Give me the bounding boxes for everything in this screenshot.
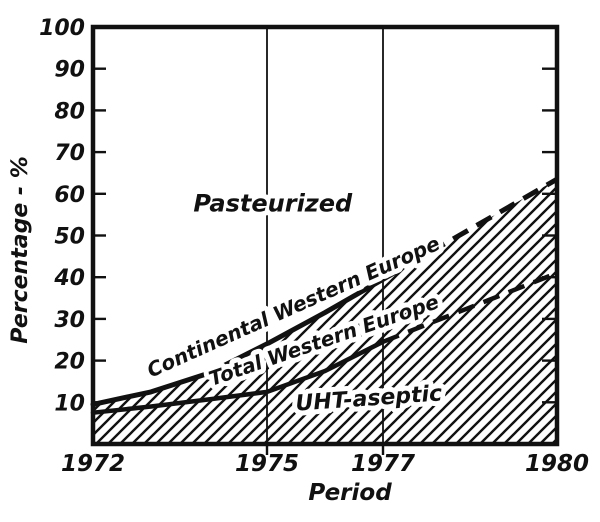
x-tick-labels: 1972 1975 1977 1980: [61, 451, 589, 477]
hatched-uht-area: [93, 179, 557, 444]
uht-hatch-region: [93, 179, 557, 444]
y-tick-label-80: 80: [54, 99, 85, 124]
y-tick-label-30: 30: [54, 308, 85, 333]
x-tick-label-1972: 1972: [61, 451, 125, 477]
y-tick-label-20: 20: [54, 350, 85, 375]
y-tick-label-40: 40: [53, 266, 85, 291]
x-tick-label-1977: 1977: [351, 451, 415, 477]
y-axis-title: Percentage - %: [8, 156, 33, 343]
y-tick-label-100: 100: [39, 16, 85, 41]
series-line-solid-0: [90, 276, 386, 407]
plot-border: [90, 24, 560, 447]
y-tick-label-70: 70: [54, 141, 85, 166]
x-tick-label-1975: 1975: [235, 451, 299, 477]
series-line-dashed-0: [381, 177, 559, 282]
y-tick-label-60: 60: [54, 183, 85, 208]
x-axis-title: Period: [308, 480, 392, 506]
vertical-gridlines: [266, 27, 384, 444]
pasteurized-label: Pasteurized: [193, 189, 353, 217]
y-tick-label-10: 10: [54, 391, 85, 416]
y-tick-labels: 10 20 30 40 50 60 70 80 90 100: [39, 16, 85, 416]
series-line-dashed-1: [382, 270, 558, 344]
x-tick-label-1980: 1980: [525, 451, 589, 477]
series-line-solid-1: [90, 339, 386, 415]
y-tick-label-50: 50: [54, 225, 85, 250]
y-tick-label-90: 90: [54, 58, 85, 83]
plot-frame: [90, 24, 560, 447]
series-lines: [90, 177, 559, 415]
